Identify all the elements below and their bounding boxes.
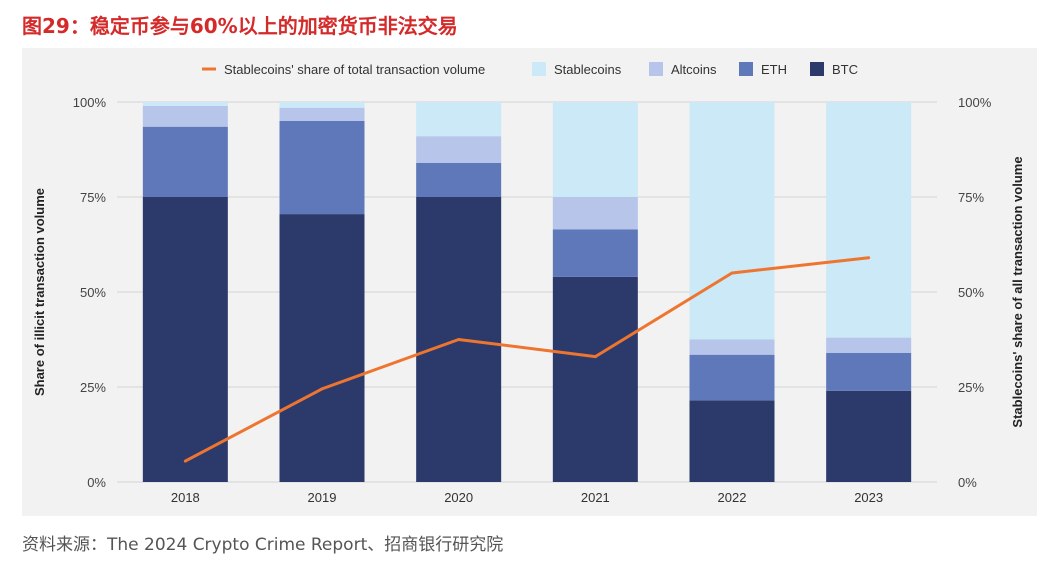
x-tick-label: 2019	[308, 490, 337, 505]
y2-tick-label: 25%	[958, 380, 984, 395]
page-title: 图29：稳定币参与60%以上的加密货币非法交易	[22, 14, 458, 38]
bar-segment-stablecoins	[279, 102, 365, 108]
bar-segment-eth	[142, 126, 228, 197]
line-point	[457, 338, 461, 341]
line-point	[320, 387, 324, 391]
stablecoin-share-line	[184, 256, 869, 463]
legend-label: ETH	[761, 62, 787, 77]
bar-segment-altcoins	[279, 107, 365, 121]
y-tick-label: 25%	[80, 380, 106, 395]
y2-tick-label: 50%	[958, 285, 984, 300]
bar-segment-stablecoins	[552, 102, 638, 197]
bar-segment-altcoins	[689, 339, 775, 355]
bar-segment-stablecoins	[689, 102, 775, 340]
x-tick-label: 2021	[581, 490, 610, 505]
legend-label: Stablecoins	[554, 62, 622, 77]
line-point	[593, 355, 597, 359]
bar-segment-stablecoins	[416, 102, 502, 137]
bar-segment-btc	[689, 400, 775, 482]
legend-label: Stablecoins' share of total transaction …	[224, 62, 485, 77]
bar-segment-eth	[416, 162, 502, 197]
legend-swatch-altcoins	[649, 62, 663, 76]
bar-segment-altcoins	[552, 197, 638, 230]
line-point	[183, 459, 187, 463]
legend-label: BTC	[832, 62, 858, 77]
stacked-bar-line-chart: 0% 25% 50% 75% 100% 0% 25% 50% 75% 100% 2018 2019 20…	[32, 62, 1025, 505]
bar-segment-stablecoins	[142, 102, 228, 106]
y-axis-title: Share of illicit transaction volume	[32, 188, 47, 396]
line-point	[730, 271, 734, 275]
y2-tick-label: 100%	[958, 95, 992, 110]
bar-segment-altcoins	[826, 337, 912, 353]
y2-tick-label: 0%	[958, 475, 977, 490]
bar-segment-altcoins	[416, 136, 502, 163]
y2-tick-label: 75%	[958, 190, 984, 205]
legend-swatch-stablecoins	[532, 62, 546, 76]
x-tick-label: 2020	[444, 490, 473, 505]
source-note: 资料来源：The 2024 Crypto Crime Report、招商银行研究…	[22, 535, 504, 555]
legend-swatch-btc	[810, 62, 824, 76]
bar-segment-altcoins	[142, 105, 228, 127]
chart-area: 0% 25% 50% 75% 100% 0% 25% 50% 75% 100% 2018 2019 20…	[22, 48, 1037, 516]
legend-swatch-eth	[739, 62, 753, 76]
x-tick-label: 2022	[718, 490, 747, 505]
bar-segment-btc	[552, 276, 638, 482]
bar-segment-eth	[552, 229, 638, 277]
bar-segment-btc	[826, 390, 912, 482]
bar-segment-eth	[826, 352, 912, 391]
bar-segment-eth	[689, 354, 775, 401]
line-point	[867, 256, 871, 260]
bar-segment-btc	[142, 197, 228, 482]
y-tick-label: 0%	[87, 475, 106, 490]
bar-segment-stablecoins	[826, 102, 912, 338]
y-tick-label: 100%	[73, 95, 107, 110]
y2-axis-title: Stablecoins' share of all transaction vo…	[1010, 156, 1025, 427]
bar-segment-eth	[279, 121, 365, 215]
x-tick-label: 2018	[171, 490, 200, 505]
x-tick-label: 2023	[854, 490, 883, 505]
bar-segment-btc	[279, 214, 365, 482]
y-tick-label: 50%	[80, 285, 106, 300]
y-tick-label: 75%	[80, 190, 106, 205]
legend-label: Altcoins	[671, 62, 717, 77]
